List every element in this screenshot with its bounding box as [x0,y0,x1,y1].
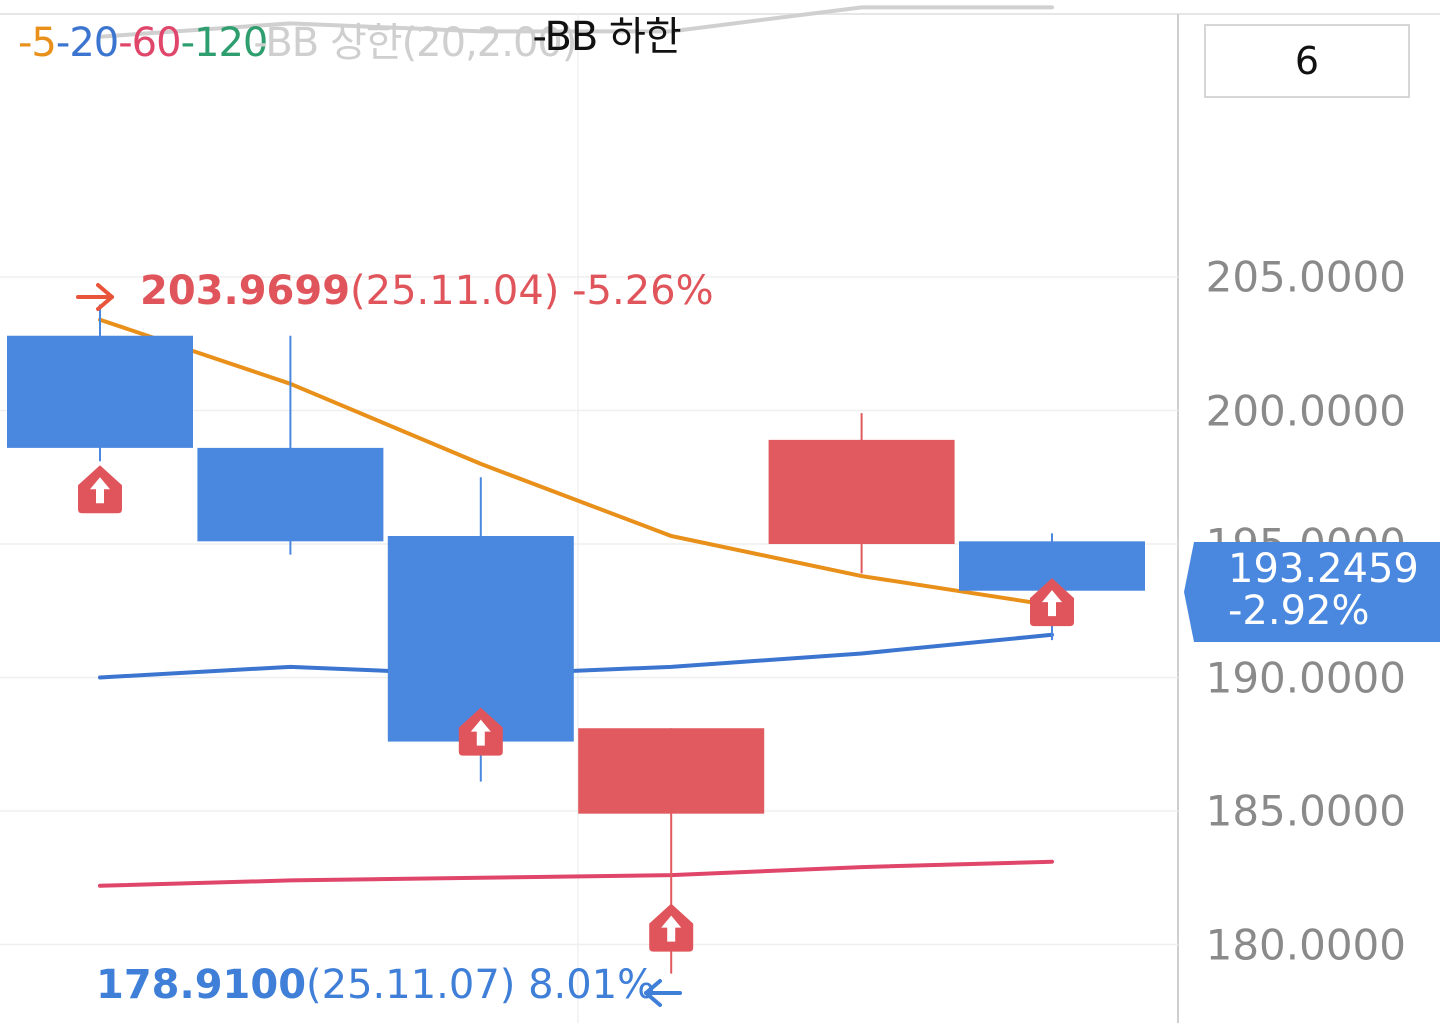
current-change: -2.92% [1228,588,1370,634]
arrow-up-icon [90,477,110,504]
arrow-up-icon [661,915,682,942]
grid-lines [0,13,1440,1023]
candle [768,413,955,574]
arrow-head [96,283,114,311]
signal-markers [78,465,1074,952]
series-line-BB 상한(20,2.00) [98,5,1054,39]
series-line-5 [98,317,1054,608]
y-tick-label: 185.0000 [1205,786,1406,836]
arrow-head [644,979,662,1007]
candle-body [768,439,955,544]
y-tick-label: 190.0000 [1205,653,1406,702]
moving-average-lines [98,317,1054,888]
signal-marker [78,465,122,514]
legend-ma120: -120 [180,20,269,66]
high-price-value: 203.9699 [140,268,351,314]
arrow-left-icon [644,979,682,1007]
y-tick-label: 200.0000 [1205,386,1406,435]
current-price-tag: 193.2459 -2.92% [1184,542,1440,642]
high-price-change: -5.26% [572,268,714,314]
y-tick-label: 205.0000 [1205,252,1406,302]
y-tick-label: 180.0000 [1205,920,1406,969]
high-price-label: 203.9699(25.11.04) -5.26% [140,268,714,314]
candle [578,728,765,974]
low-price-label: 178.9100(25.11.07) 8.01% [96,962,655,1008]
candle-body [7,335,193,448]
candle-body [197,447,384,542]
candle [197,335,384,555]
legend-bb-lower: -BB 하한 [532,14,681,60]
legend-ma20: -20 [55,20,119,66]
current-price: 193.2459 [1228,546,1419,592]
arrow-up-icon [1042,590,1062,617]
signal-marker [1030,578,1074,627]
arrow-right-icon [76,283,114,311]
arrow-up-icon [470,719,491,746]
chart-legend: -5-20-60-120-BB 상한(20,2.00)-BB 하한 [18,14,682,68]
high-price-date: (25.11.04) [350,268,560,314]
legend-ma60: -60 [118,20,181,66]
high-low-arrows [76,283,682,1007]
bb-upper-line [98,5,1054,39]
candle [7,304,193,462]
series-line-60 [98,859,1054,888]
price-tag-shape [1184,542,1440,642]
legend-ma5: -5 [18,20,57,66]
candle-body [578,728,765,814]
low-price-change: 8.01% [528,962,656,1008]
signal-marker [458,707,503,756]
candles [7,304,1145,974]
legend-bb-upper: -BB 상한(20,2.00) [253,20,577,66]
period-selector[interactable]: 6 [1204,24,1410,98]
low-price-value: 178.9100 [96,962,307,1008]
candle-body [387,535,574,742]
series-line-20 [98,632,1054,680]
signal-marker [649,903,694,952]
low-price-date: (25.11.07) [306,962,516,1008]
